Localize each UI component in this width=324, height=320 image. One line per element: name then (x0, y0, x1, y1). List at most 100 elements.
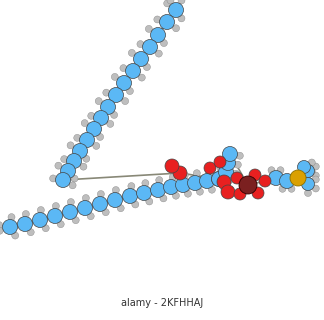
Circle shape (55, 162, 62, 169)
Circle shape (122, 98, 129, 105)
Circle shape (305, 189, 311, 196)
Circle shape (143, 39, 157, 54)
Circle shape (178, 0, 185, 4)
Circle shape (312, 163, 319, 170)
Circle shape (81, 120, 88, 127)
Circle shape (176, 178, 191, 193)
Circle shape (302, 178, 315, 190)
Circle shape (61, 156, 68, 163)
Circle shape (117, 205, 124, 212)
Circle shape (232, 170, 239, 177)
Circle shape (108, 193, 122, 207)
Circle shape (107, 120, 114, 127)
Circle shape (67, 198, 75, 205)
Circle shape (142, 180, 149, 187)
Circle shape (288, 185, 295, 192)
Circle shape (100, 100, 115, 115)
Circle shape (290, 170, 306, 186)
Circle shape (94, 110, 109, 125)
Circle shape (22, 211, 29, 218)
Circle shape (249, 169, 261, 181)
Circle shape (305, 177, 311, 183)
Circle shape (0, 227, 3, 234)
Circle shape (297, 161, 310, 173)
Circle shape (93, 142, 100, 149)
Circle shape (117, 76, 132, 91)
Text: alamy - 2KFHHAJ: alamy - 2KFHHAJ (121, 298, 203, 308)
Circle shape (279, 185, 286, 192)
Circle shape (280, 173, 295, 188)
Circle shape (164, 0, 171, 7)
Circle shape (151, 182, 166, 197)
Circle shape (133, 52, 148, 67)
Circle shape (73, 143, 87, 158)
Circle shape (277, 167, 284, 174)
Circle shape (167, 0, 174, 4)
Circle shape (236, 152, 243, 159)
Circle shape (204, 162, 216, 174)
Circle shape (72, 217, 79, 224)
Circle shape (308, 168, 315, 175)
Circle shape (223, 147, 237, 162)
Circle shape (221, 185, 235, 199)
Circle shape (193, 170, 200, 177)
Circle shape (268, 167, 275, 174)
Circle shape (138, 74, 145, 81)
Circle shape (128, 183, 135, 189)
Circle shape (312, 172, 319, 179)
Circle shape (88, 112, 95, 119)
Circle shape (92, 196, 108, 212)
Circle shape (77, 201, 92, 215)
Circle shape (173, 25, 179, 32)
Circle shape (98, 190, 104, 197)
Circle shape (160, 40, 168, 46)
Circle shape (239, 176, 257, 194)
Circle shape (212, 172, 226, 187)
Circle shape (71, 175, 78, 182)
Circle shape (217, 166, 224, 173)
Circle shape (132, 201, 139, 208)
Circle shape (164, 180, 179, 195)
Circle shape (32, 212, 48, 228)
Circle shape (200, 173, 214, 188)
Circle shape (144, 64, 150, 70)
Circle shape (259, 175, 271, 187)
Circle shape (137, 41, 144, 48)
Circle shape (50, 175, 57, 182)
Circle shape (97, 133, 104, 140)
Circle shape (159, 14, 175, 29)
Circle shape (188, 175, 202, 190)
Circle shape (55, 172, 71, 188)
Circle shape (302, 164, 315, 178)
Circle shape (205, 168, 212, 175)
Circle shape (12, 232, 19, 239)
Circle shape (269, 171, 284, 186)
Circle shape (168, 3, 183, 18)
Circle shape (312, 185, 319, 192)
Circle shape (17, 217, 32, 231)
Circle shape (226, 177, 232, 184)
Circle shape (87, 213, 94, 220)
Circle shape (3, 220, 17, 235)
Circle shape (0, 221, 3, 228)
Circle shape (48, 209, 63, 223)
Circle shape (103, 89, 110, 96)
Circle shape (220, 184, 227, 191)
Circle shape (184, 190, 191, 197)
Circle shape (69, 182, 76, 189)
Circle shape (196, 188, 203, 195)
Circle shape (234, 188, 246, 200)
Circle shape (308, 159, 315, 166)
Circle shape (145, 25, 152, 32)
Circle shape (102, 209, 109, 216)
Circle shape (111, 73, 118, 80)
Circle shape (82, 195, 89, 202)
Circle shape (109, 87, 123, 102)
Circle shape (252, 187, 264, 199)
Circle shape (79, 132, 95, 148)
Circle shape (155, 50, 162, 57)
Circle shape (160, 195, 167, 202)
Circle shape (125, 63, 141, 78)
Circle shape (312, 176, 319, 183)
Circle shape (74, 134, 81, 141)
